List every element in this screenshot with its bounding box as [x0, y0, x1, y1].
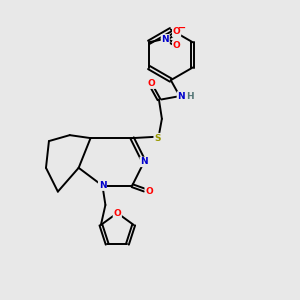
Text: N: N: [161, 35, 169, 44]
Text: O: O: [148, 79, 155, 88]
Text: N: N: [177, 92, 185, 101]
Text: O: O: [173, 41, 180, 50]
Text: O: O: [113, 208, 121, 217]
Text: O: O: [145, 187, 153, 196]
Text: −: −: [178, 22, 186, 32]
Text: S: S: [154, 134, 161, 142]
Text: O: O: [173, 27, 180, 36]
Text: N: N: [99, 181, 106, 190]
Text: N: N: [140, 158, 148, 166]
Text: H: H: [186, 92, 194, 101]
